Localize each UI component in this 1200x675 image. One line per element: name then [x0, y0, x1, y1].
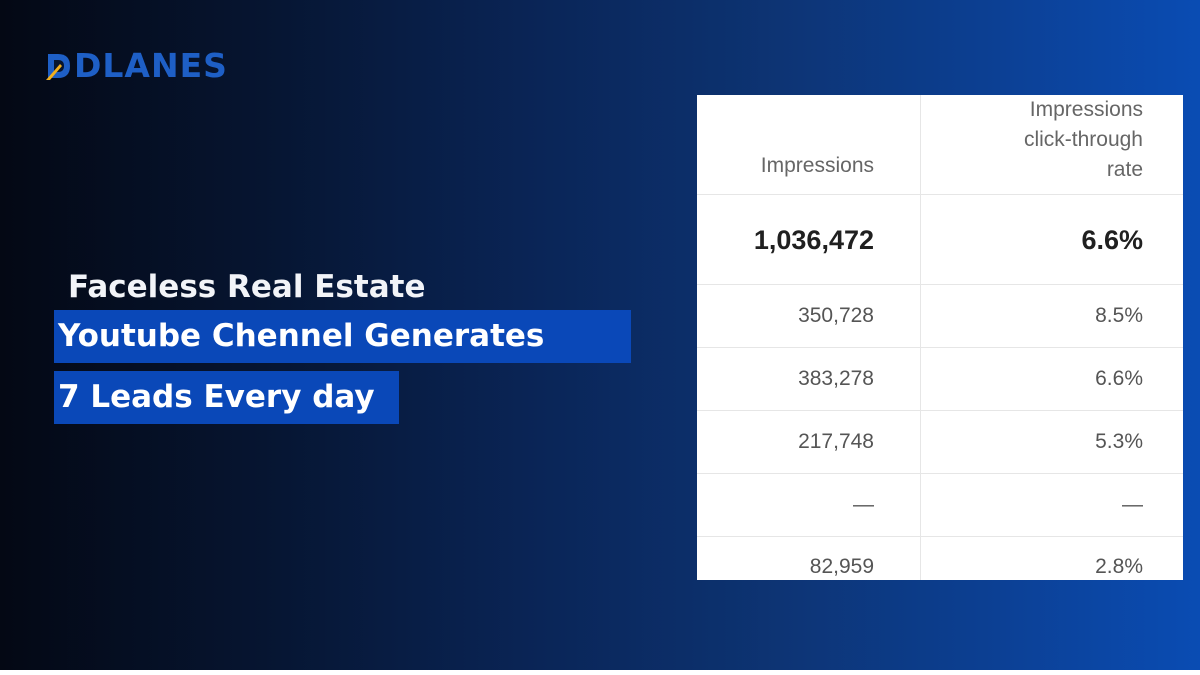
table-row: — —: [697, 474, 1183, 537]
analytics-table: Impressions Impressions click-through ra…: [697, 95, 1183, 580]
row-impressions: 82,959: [697, 537, 921, 580]
table-header-row: Impressions Impressions click-through ra…: [697, 95, 1183, 195]
row-impressions: —: [697, 474, 921, 536]
column-header-ctr-line-2: click-through: [1023, 128, 1143, 151]
headline-line-3: 7 Leads Every day: [54, 371, 399, 424]
headline-line-2: Youtube Chennel Generates: [54, 310, 631, 363]
row-impressions: 350,728: [697, 285, 921, 347]
headline: Faceless Real Estate Youtube Chennel Gen…: [54, 264, 654, 424]
row-ctr: —: [1122, 493, 1143, 516]
column-header-ctr: Impressions click-through rate: [921, 95, 1183, 194]
table-row: 350,728 8.5%: [697, 285, 1183, 348]
row-ctr: 8.5%: [1095, 304, 1143, 327]
brand-name: DLANES: [74, 46, 228, 85]
column-header-ctr-line-3: rate: [1106, 158, 1143, 181]
row-ctr: 6.6%: [1095, 367, 1143, 390]
table-row: 217,748 5.3%: [697, 411, 1183, 474]
column-header-ctr-line-1: Impressions: [1029, 98, 1143, 121]
headline-line-1: Faceless Real Estate: [68, 269, 426, 305]
column-header-impressions-label: Impressions: [760, 154, 874, 177]
row-ctr: 2.8%: [1095, 555, 1143, 578]
row-impressions: 217,748: [697, 411, 921, 473]
total-impressions: 1,036,472: [697, 195, 921, 284]
row-ctr: 5.3%: [1095, 430, 1143, 453]
column-header-impressions: Impressions: [697, 95, 921, 194]
brand-logo: DLANES: [44, 46, 228, 86]
logo-mark-icon: [44, 50, 72, 82]
table-row: 82,959 2.8%: [697, 537, 1183, 580]
total-ctr: 6.6%: [1081, 225, 1143, 255]
row-impressions: 383,278: [697, 348, 921, 410]
table-total-row: 1,036,472 6.6%: [697, 195, 1183, 285]
table-row: 383,278 6.6%: [697, 348, 1183, 411]
